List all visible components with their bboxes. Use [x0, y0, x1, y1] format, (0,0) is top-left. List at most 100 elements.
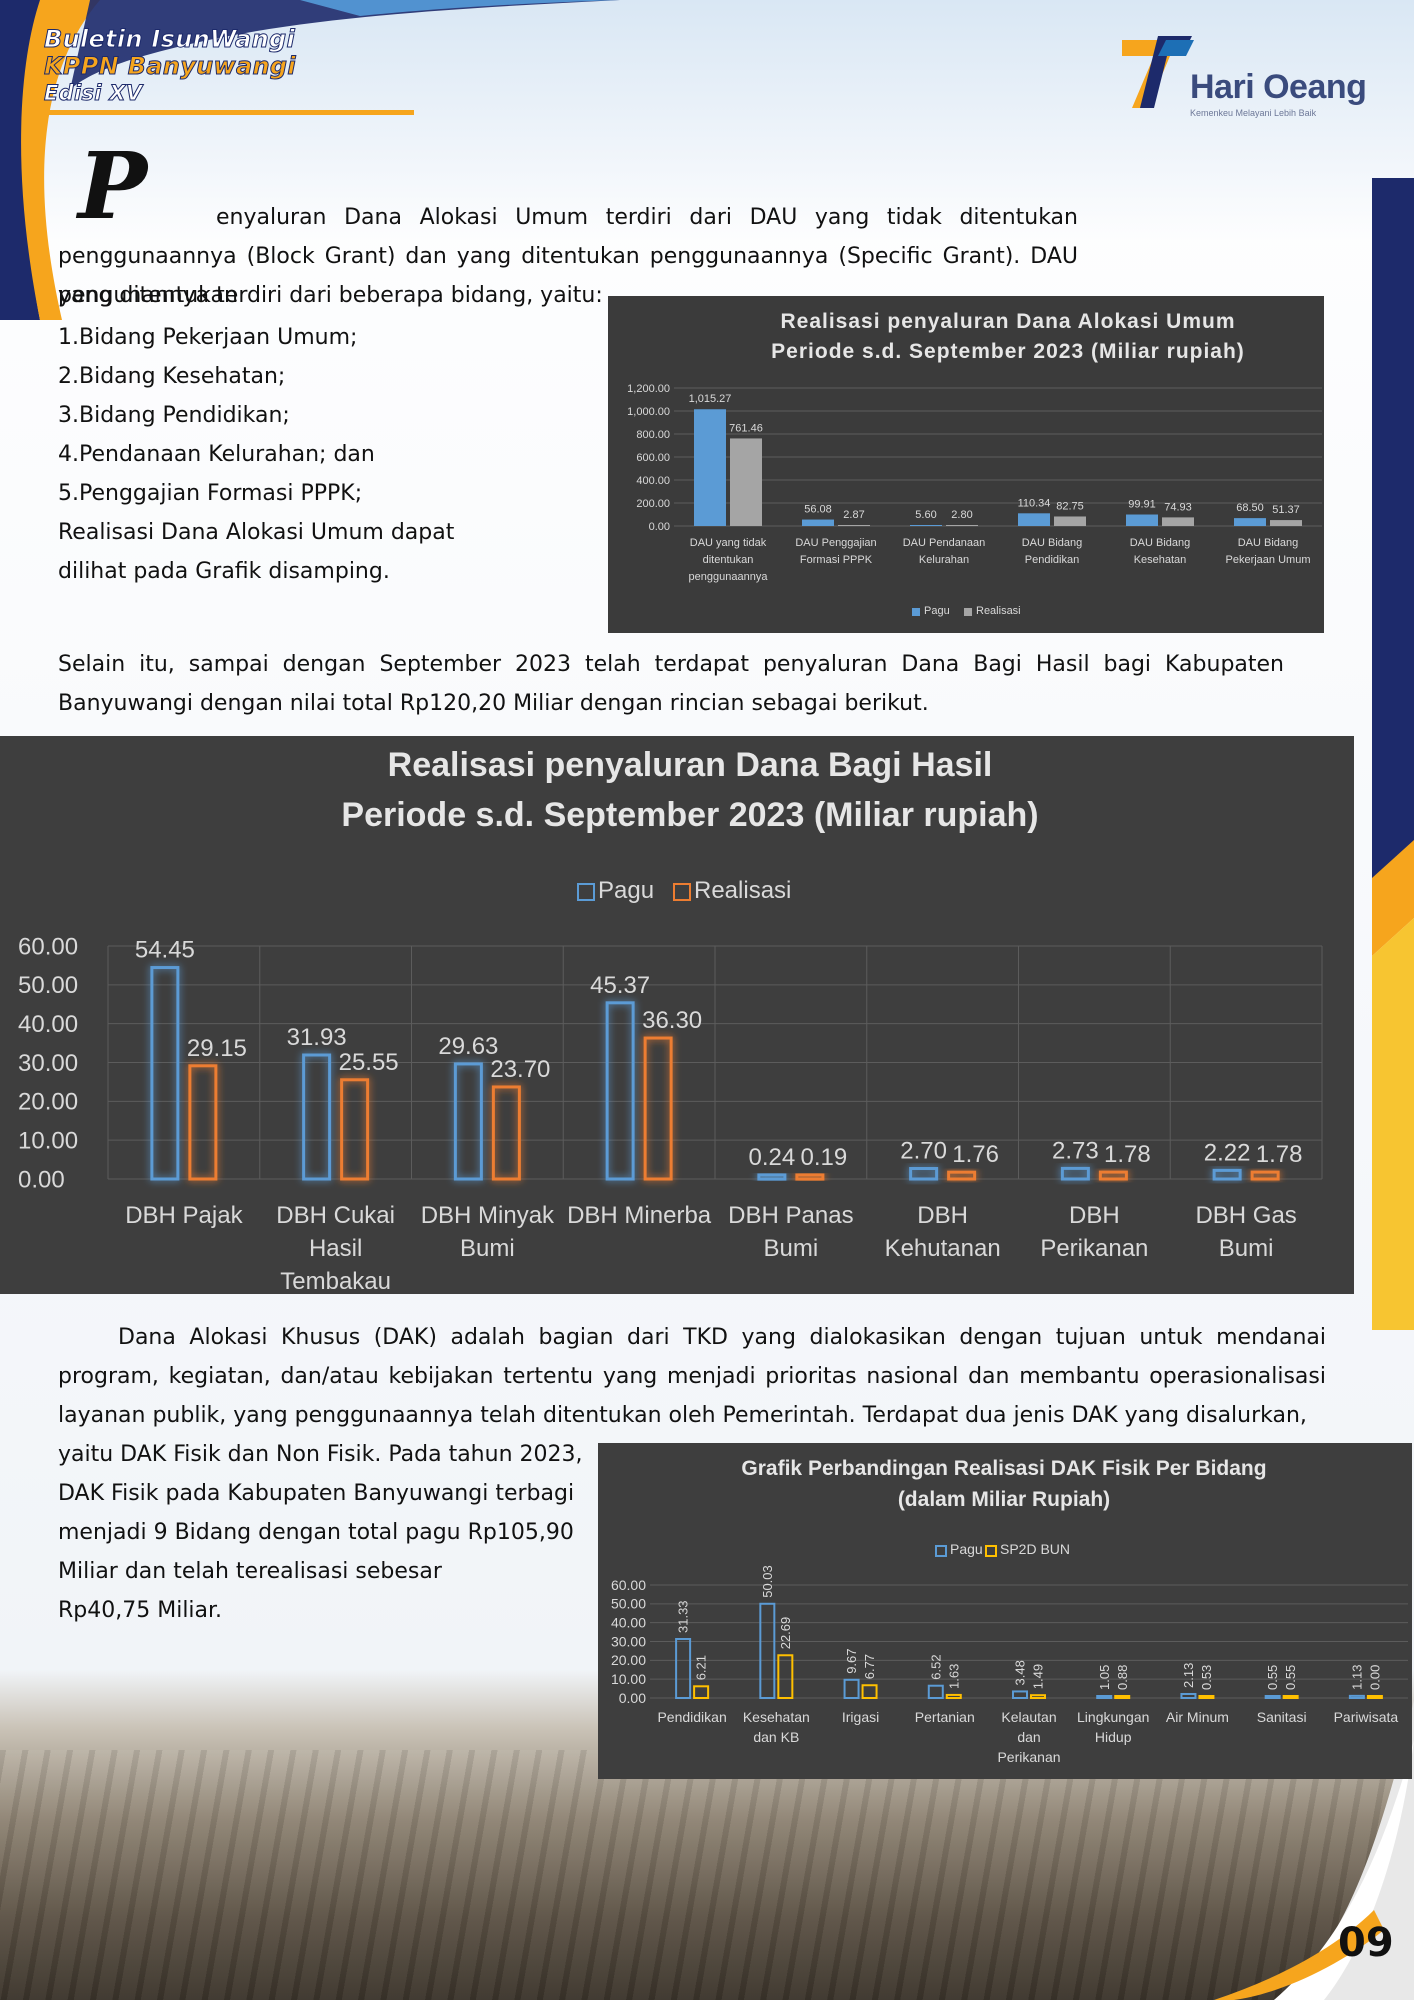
data-label: 54.45 — [135, 937, 195, 964]
legend-swatch — [964, 608, 972, 616]
chart-dbh: Realisasi penyaluran Dana Bagi Hasil Peri… — [0, 736, 1354, 1294]
y-tick-label: 600.00 — [636, 452, 670, 464]
bulletin-underline — [44, 110, 414, 115]
legend-label: Realisasi — [976, 605, 1021, 617]
bar-realisasi — [1162, 517, 1194, 526]
y-tick-label: 1,200.00 — [627, 383, 670, 395]
data-label: 23.70 — [490, 1056, 550, 1083]
x-tick-label: Bumi — [1219, 1235, 1274, 1262]
y-tick-label: 30.00 — [611, 1633, 646, 1649]
x-tick-label: DAU Bidang — [1238, 537, 1299, 549]
x-tick-label: Perikanan — [997, 1749, 1060, 1765]
bar-realisasi — [838, 525, 870, 526]
bar-pagu — [605, 1001, 635, 1181]
bar-realisasi — [946, 525, 978, 526]
logo-tagline: Kemenkeu Melayani Lebih Baik — [1190, 108, 1317, 118]
data-label: 2.80 — [951, 509, 972, 521]
x-tick-label: Lingkungan — [1077, 1709, 1149, 1725]
bar-pagu — [1012, 1690, 1028, 1699]
chart-dau: Realisasi penyaluran Dana Alokasi Umum Pe… — [608, 296, 1324, 633]
data-label: 0.19 — [801, 1144, 848, 1171]
x-tick-label: Pendidikan — [1025, 554, 1079, 566]
bar-realisasi — [1098, 1170, 1128, 1181]
legend-label: Pagu — [924, 605, 950, 617]
data-label: 6.21 — [694, 1655, 709, 1680]
bar-pagu — [1018, 513, 1050, 526]
data-label: 110.34 — [1018, 497, 1051, 509]
text-line: DAK Fisik pada Kabupaten Banyuwangi terb… — [58, 1481, 575, 1506]
y-tick-label: 200.00 — [636, 498, 670, 510]
bar-pagu — [1126, 514, 1158, 526]
list-item: 3.Bidang Pendidikan; — [58, 403, 290, 428]
x-tick-label: DAU Pendanaan — [903, 537, 986, 549]
header-swoosh — [0, 0, 620, 320]
bar-sp2d-bun — [693, 1685, 710, 1700]
bar-pagu — [1264, 1695, 1281, 1699]
bar-sp2d-bun — [945, 1693, 962, 1699]
bar-pagu — [1234, 518, 1266, 526]
x-tick-label: DBH Panas — [728, 1202, 853, 1229]
data-label: 45.37 — [590, 972, 650, 999]
bar-pagu — [453, 1062, 483, 1181]
list-item: dilihat pada Grafik disamping. — [58, 559, 390, 584]
page-number: 09 — [1338, 1920, 1394, 1966]
legend-swatch — [577, 883, 595, 901]
bar-pagu — [675, 1637, 692, 1699]
bar-pagu — [1348, 1694, 1365, 1699]
x-tick-label: DBH Pajak — [125, 1202, 243, 1229]
bar-sp2d-bun — [1114, 1695, 1131, 1699]
chart-title: Realisasi penyaluran Dana Alokasi Umum — [780, 310, 1235, 333]
bar-pagu — [1212, 1168, 1242, 1181]
legend-swatch — [935, 1545, 947, 1557]
bar-realisasi — [188, 1064, 218, 1181]
x-tick-label: DAU Bidang — [1022, 537, 1083, 549]
y-tick-label: 20.00 — [611, 1652, 646, 1668]
chart-title: Realisasi penyaluran Dana Bagi Hasil — [388, 746, 993, 784]
text-line: Miliar dan telah terealisasi sebesar — [58, 1559, 442, 1584]
bar-sp2d-bun — [1198, 1695, 1215, 1699]
paragraph-dau-intro: enyaluran Dana Alokasi Umum terdiri dari… — [58, 205, 1078, 308]
list-item: 5.Penggajian Formasi PPPK; — [58, 481, 363, 506]
list-item: Realisasi Dana Alokasi Umum dapat — [58, 520, 455, 545]
data-label: 2.87 — [843, 509, 864, 521]
y-tick-label: 400.00 — [636, 475, 670, 487]
data-label: 6.77 — [862, 1654, 877, 1679]
bar-pagu — [694, 409, 726, 526]
bar-sp2d-bun — [1282, 1695, 1299, 1699]
bar-pagu — [150, 966, 180, 1181]
bar-realisasi — [1270, 520, 1302, 526]
page-curl — [1214, 1700, 1414, 2000]
x-tick-label: Bumi — [460, 1235, 515, 1262]
data-label: 1.78 — [1256, 1141, 1303, 1168]
y-tick-label: 60.00 — [611, 1577, 646, 1593]
x-tick-label: Pekerjaan Umum — [1226, 554, 1311, 566]
data-label: 31.33 — [676, 1600, 691, 1633]
x-tick-label: Hidup — [1095, 1729, 1132, 1745]
chart-dau-svg: Realisasi penyaluran Dana Alokasi Umum Pe… — [627, 310, 1322, 617]
bar-pagu — [843, 1678, 860, 1699]
data-label: 2.13 — [1181, 1663, 1196, 1688]
data-label: 3.48 — [1013, 1660, 1028, 1685]
x-tick-label: DAU Penggajian — [795, 537, 876, 549]
y-tick-label: 0.00 — [619, 1690, 646, 1706]
x-tick-label: dan KB — [753, 1729, 799, 1745]
y-tick-label: 1,000.00 — [627, 406, 670, 418]
data-label: 0.53 — [1199, 1665, 1214, 1690]
x-tick-label: Hasil — [309, 1235, 362, 1262]
x-tick-label: Kelautan — [1001, 1709, 1056, 1725]
data-label: 0.88 — [1115, 1665, 1130, 1690]
paragraph-dau-intro-end: pengunannya terdiri dari beberapa bidang… — [58, 283, 603, 308]
bulletin-office: KPPN Banyuwangi — [44, 52, 297, 80]
bar-realisasi — [1250, 1170, 1280, 1181]
paragraph-dak: Dana Alokasi Khusus (DAK) adalah bagian … — [58, 1325, 1326, 1428]
y-tick-label: 40.00 — [611, 1615, 646, 1631]
y-tick-label: 60.00 — [18, 933, 78, 960]
data-label: 2.73 — [1052, 1137, 1099, 1164]
x-tick-label: DAU yang tidak — [690, 537, 767, 549]
text-line: yaitu DAK Fisik dan Non Fisik. Pada tahu… — [58, 1442, 583, 1467]
chart-title: Periode s.d. September 2023 (Miliar rupi… — [771, 340, 1245, 363]
bar-pagu — [757, 1173, 787, 1181]
data-label: 1.13 — [1349, 1665, 1364, 1690]
bar-pagu — [802, 519, 834, 526]
x-tick-label: Tembakau — [280, 1268, 391, 1294]
